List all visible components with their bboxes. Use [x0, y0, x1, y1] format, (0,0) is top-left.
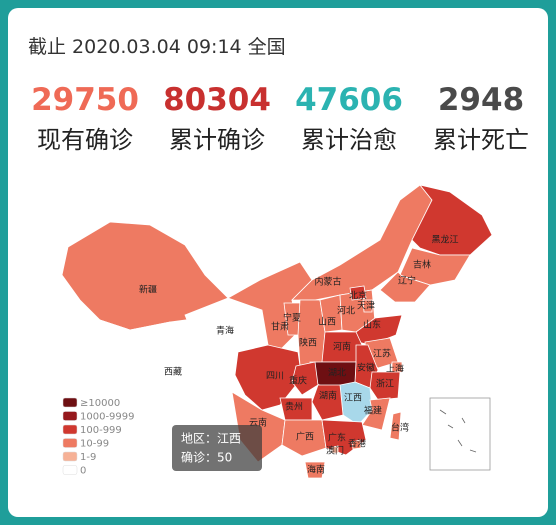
province-label: 广东: [328, 432, 346, 444]
stat: 80304 累计确诊: [152, 82, 282, 155]
province-label: 江苏: [373, 348, 391, 360]
province-label: 山东: [363, 319, 381, 331]
update-title: 截止 2020.03.04 09:14 全国: [28, 36, 286, 58]
legend-swatch: [62, 397, 78, 408]
province-label: 甘肃: [271, 321, 289, 333]
legend-label: 0: [80, 466, 86, 477]
province-label: 香港: [348, 438, 366, 450]
stat-value: 29750: [31, 82, 139, 118]
south-sea-inset: [429, 397, 491, 471]
province-label: 上海: [386, 363, 404, 375]
tooltip-text: 确诊：50: [181, 451, 232, 465]
province: [297, 299, 326, 369]
province-label: 黑龙江: [431, 234, 458, 246]
province-label: 陕西: [299, 337, 317, 349]
legend-label: 100-999: [80, 425, 122, 436]
legend-swatch: [62, 465, 78, 475]
legend-label: 1000-9999: [80, 412, 135, 423]
province-label: 广西: [296, 431, 314, 443]
province-label: 北京: [349, 290, 367, 302]
province-label: 湖北: [328, 368, 346, 379]
province-label: 宁夏: [283, 312, 301, 324]
legend-swatch: [62, 451, 78, 462]
province-label: 河南: [333, 341, 351, 353]
province-label: 内蒙古: [314, 276, 341, 288]
province: [351, 439, 362, 450]
province-label: 安徽: [357, 362, 375, 374]
province-label: 辽宁: [398, 275, 416, 287]
stat-label: 累计确诊: [169, 126, 265, 154]
province-label: 重庆: [289, 375, 307, 387]
stat: 47606 累计治愈: [284, 82, 414, 155]
province-label: 福建: [364, 405, 382, 417]
province: [349, 285, 367, 301]
stat-label: 累计治愈: [301, 126, 397, 154]
province: [379, 271, 431, 303]
inset-islands: [439, 409, 477, 453]
province-label: 浙江: [376, 378, 394, 390]
stat: 29750 现有确诊: [20, 82, 150, 155]
province-label: 四川: [266, 372, 284, 382]
legend-label: ≥10000: [80, 398, 120, 409]
province: [362, 299, 373, 313]
stat-value: 47606: [295, 82, 403, 118]
stat-label: 现有确诊: [37, 126, 133, 154]
legend-swatch: [62, 424, 78, 435]
province: [311, 384, 344, 421]
province-label: 山西: [318, 317, 336, 328]
stat-value: 80304: [163, 82, 271, 118]
province-label: 湖南: [319, 390, 337, 402]
province-label: 贵州: [285, 401, 303, 413]
stat-value: 2948: [437, 82, 525, 118]
province-label: 海南: [307, 464, 325, 476]
province: [389, 411, 402, 441]
legend-label: 10-99: [80, 439, 109, 450]
province-label: 台湾: [391, 422, 409, 434]
province-label: 河北: [337, 305, 355, 317]
province: [361, 397, 391, 431]
tooltip-text: 地区：江西: [181, 432, 241, 446]
legend-label: 1-9: [80, 452, 96, 463]
province-label: 西藏: [164, 366, 182, 378]
stat-label: 累计死亡: [433, 126, 529, 154]
province-label: 江西: [344, 393, 362, 404]
province: [331, 445, 339, 454]
provinces: [61, 184, 493, 479]
legend-swatch: [62, 438, 78, 448]
province-label: 新疆: [139, 284, 157, 296]
province: [391, 361, 403, 373]
province: [291, 361, 319, 396]
province: [234, 344, 301, 411]
province-label: 青海: [216, 325, 234, 337]
tooltip-box: [172, 425, 262, 471]
province-label: 天津: [357, 301, 375, 312]
legend-swatch: [62, 411, 78, 421]
province-label: 吉林: [413, 259, 431, 271]
province-label: 澳门: [326, 445, 344, 457]
province: [281, 419, 327, 457]
province: [304, 461, 326, 479]
stat: 2948 累计死亡: [416, 82, 546, 155]
